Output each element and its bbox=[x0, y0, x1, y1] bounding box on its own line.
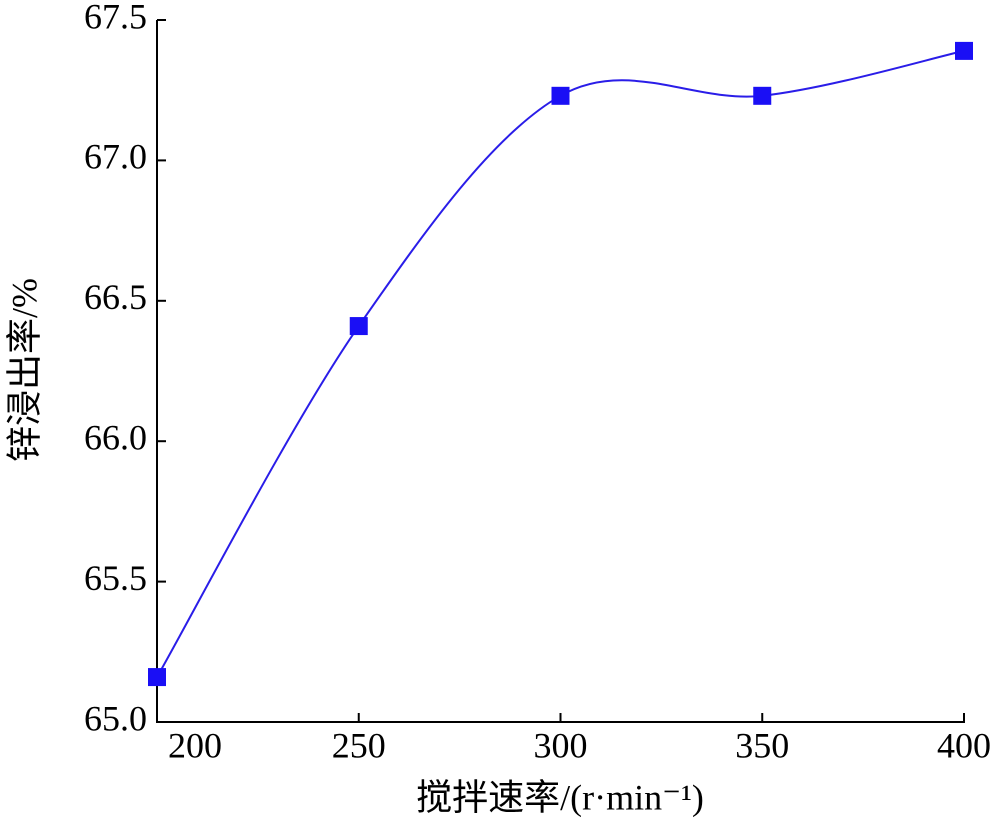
x-axis-label: 搅拌速率/(r·min⁻¹) bbox=[416, 777, 704, 817]
x-tick-label: 400 bbox=[937, 725, 991, 765]
y-axis-label: 锌浸出率/% bbox=[4, 278, 44, 462]
marker bbox=[148, 668, 166, 687]
y-tick-label: 67.5 bbox=[84, 0, 147, 36]
x-tick-label: 350 bbox=[735, 725, 789, 765]
marker bbox=[955, 41, 973, 60]
y-tick-label: 66.5 bbox=[84, 277, 147, 317]
x-tick-label: 250 bbox=[332, 725, 386, 765]
y-tick-label: 66.0 bbox=[84, 417, 147, 457]
marker bbox=[753, 86, 772, 105]
x-tick-label: 200 bbox=[168, 725, 222, 765]
y-tick-label: 65.5 bbox=[84, 558, 147, 598]
marker bbox=[349, 317, 368, 336]
marker bbox=[551, 86, 570, 105]
x-tick-label: 300 bbox=[534, 725, 588, 765]
y-tick-label: 65.0 bbox=[84, 698, 147, 738]
line bbox=[156, 49, 965, 678]
y-tick-label: 67.0 bbox=[84, 137, 147, 177]
